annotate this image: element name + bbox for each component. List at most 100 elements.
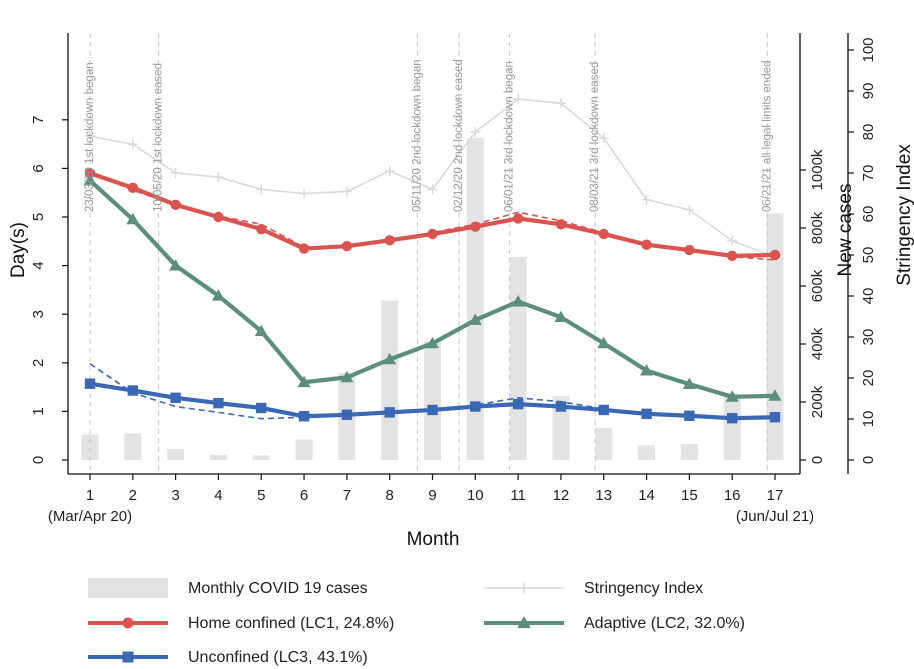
y3-tick-label: 20 bbox=[860, 370, 877, 387]
point-square bbox=[684, 410, 695, 421]
stringency-marker bbox=[727, 235, 738, 246]
stringency-marker bbox=[127, 139, 138, 150]
point-square bbox=[384, 407, 395, 418]
x-sublabel: (Jun/Jul 21) bbox=[736, 508, 814, 525]
stringency-marker bbox=[598, 133, 609, 144]
stringency-marker bbox=[341, 186, 352, 197]
point-square bbox=[512, 398, 524, 410]
x-tick-label: 7 bbox=[343, 487, 351, 504]
event-label: 23/03/20 1st lockdown began bbox=[84, 62, 96, 212]
y3-tick-label: 0 bbox=[860, 456, 877, 464]
point-triangle bbox=[426, 336, 439, 349]
event-label: 10/05/20 1st lockdown eased bbox=[153, 63, 165, 212]
event-label: 06/21/21 all legal limits ended bbox=[761, 60, 773, 212]
cases-bar bbox=[680, 444, 698, 460]
y3-tick-label: 10 bbox=[860, 411, 877, 428]
point-triangle bbox=[340, 370, 354, 383]
y3-tick-label: 70 bbox=[860, 165, 877, 182]
point-circle bbox=[384, 235, 395, 246]
y-tick-label: 5 bbox=[30, 213, 47, 221]
point-circle bbox=[598, 228, 609, 240]
cases-bar bbox=[167, 448, 185, 460]
cases-bar bbox=[381, 300, 399, 460]
point-triangle bbox=[83, 174, 97, 186]
y3-axis-title: Stringency Index bbox=[894, 144, 914, 286]
cases-bar bbox=[509, 257, 527, 460]
x-tick-label: 14 bbox=[638, 487, 655, 504]
point-triangle bbox=[297, 375, 311, 388]
point-triangle bbox=[254, 324, 268, 337]
x-tick-label: 1 bbox=[86, 487, 94, 504]
point-circle bbox=[122, 617, 134, 629]
stringency-marker bbox=[384, 165, 395, 176]
cases-bar bbox=[295, 439, 313, 460]
stringency-marker bbox=[299, 188, 310, 199]
legend-swatch-cases bbox=[88, 578, 168, 598]
point-square bbox=[170, 392, 181, 403]
y-tick-label: 4 bbox=[30, 261, 47, 269]
point-triangle bbox=[511, 295, 525, 307]
event-labels: 23/03/20 1st lockdown began 10/05/20 1st … bbox=[84, 59, 773, 212]
cases-bar bbox=[209, 454, 227, 460]
y3-tick-label: 90 bbox=[860, 83, 877, 100]
y2-tick-label: 200k bbox=[809, 385, 826, 418]
point-square bbox=[641, 408, 652, 420]
y3-tick-label: 30 bbox=[860, 329, 877, 346]
stringency-marker bbox=[555, 98, 566, 109]
x-tick-label: 3 bbox=[171, 487, 179, 504]
legend-label: Monthly COVID 19 cases bbox=[188, 580, 368, 597]
point-circle bbox=[427, 228, 438, 240]
point-square bbox=[298, 411, 310, 422]
stringency-marker bbox=[470, 127, 481, 137]
y2-axis-title: New cases bbox=[835, 184, 856, 277]
point-circle bbox=[555, 219, 567, 230]
point-circle bbox=[470, 221, 481, 232]
x-tick-label: 9 bbox=[428, 487, 436, 504]
point-square bbox=[598, 404, 609, 416]
cases-bar bbox=[638, 445, 656, 460]
x-tick-label: 11 bbox=[510, 487, 526, 504]
y3-tick-label: 40 bbox=[860, 288, 877, 305]
x-axis-title: Month bbox=[407, 529, 460, 550]
y-tick-label: 0 bbox=[30, 456, 47, 464]
point-triangle bbox=[517, 616, 531, 629]
stringency-marker bbox=[684, 204, 695, 215]
point-square bbox=[341, 409, 353, 421]
legend-label: Adaptive (LC2, 32.0%) bbox=[584, 615, 745, 632]
stringency-marker bbox=[513, 94, 524, 105]
point-square bbox=[470, 401, 481, 412]
event-label: 08/03/21 3rd lockdown eased bbox=[589, 62, 601, 212]
point-square bbox=[726, 413, 738, 424]
cases-bar bbox=[552, 396, 570, 460]
legend: Monthly COVID 19 cases Stringency Index Ho… bbox=[88, 578, 745, 666]
point-circle bbox=[684, 244, 695, 256]
point-triangle bbox=[169, 259, 183, 271]
point-triangle bbox=[682, 377, 696, 390]
point-circle bbox=[213, 211, 224, 223]
point-square bbox=[427, 404, 438, 416]
point-circle bbox=[769, 249, 781, 261]
x-sublabel: (Mar/Apr 20) bbox=[48, 508, 132, 525]
stringency-marker bbox=[85, 131, 95, 142]
point-square bbox=[84, 378, 96, 389]
x-tick-label: 6 bbox=[300, 487, 308, 504]
y-tick-label: 1 bbox=[30, 407, 47, 415]
point-circle bbox=[256, 223, 267, 235]
y-tick-label: 3 bbox=[30, 310, 47, 318]
cases-bar bbox=[124, 433, 142, 460]
x-tick-label: 2 bbox=[129, 487, 137, 504]
class-series bbox=[83, 168, 782, 424]
legend-label: Stringency Index bbox=[584, 580, 703, 597]
y-axis-title: Day(s) bbox=[8, 222, 29, 278]
legend-label: Home confined (LC1, 24.8%) bbox=[188, 615, 394, 632]
point-square bbox=[122, 651, 134, 663]
stringency-series bbox=[85, 94, 780, 263]
point-triangle bbox=[768, 389, 782, 401]
x-tick-label: 13 bbox=[595, 487, 612, 504]
event-label: 05/11/20 2nd lockdown began bbox=[412, 59, 424, 212]
x-tick-label: 8 bbox=[386, 487, 394, 504]
point-triangle bbox=[725, 390, 739, 402]
x-tick-label: 16 bbox=[724, 487, 741, 504]
y2-tick-label: 600k bbox=[809, 269, 826, 302]
